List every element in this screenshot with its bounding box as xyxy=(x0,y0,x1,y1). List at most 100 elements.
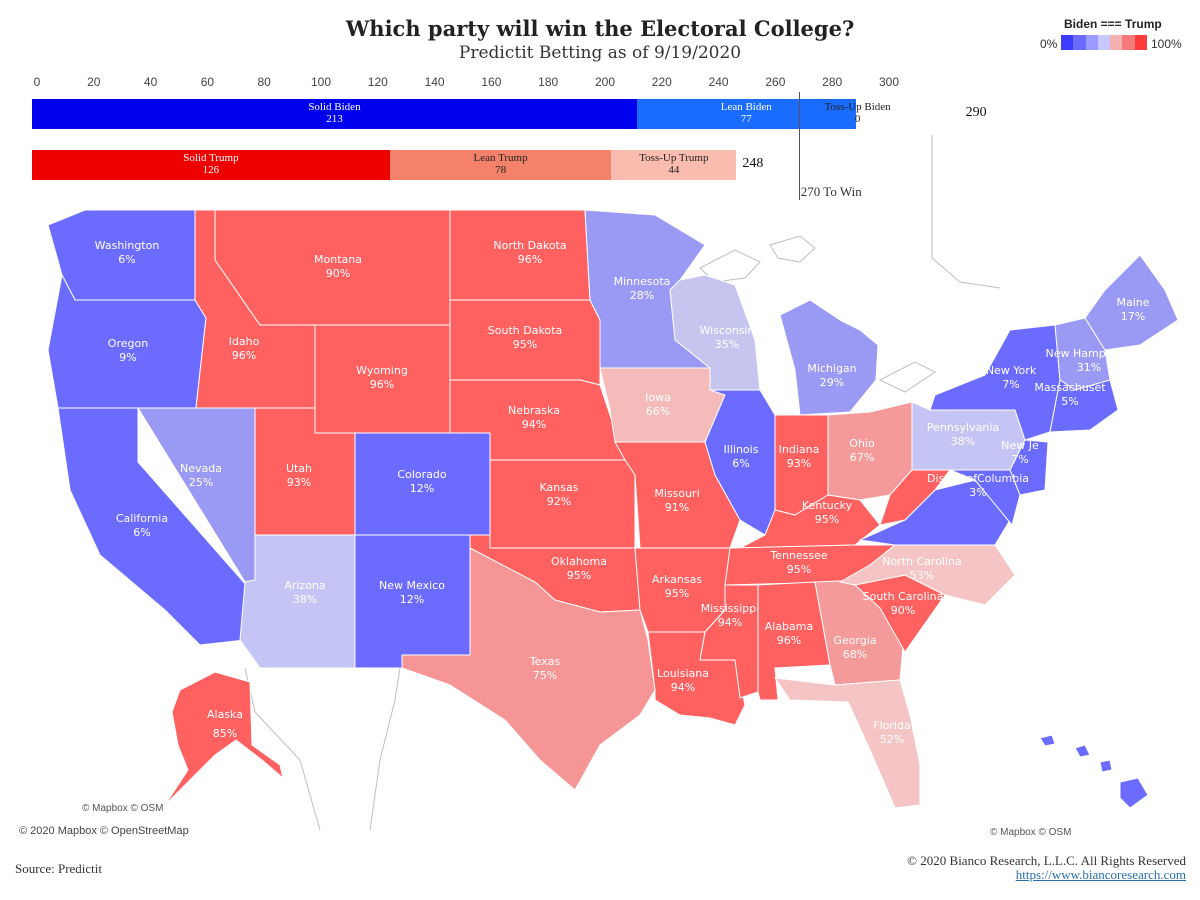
bar-lean-trump: Lean Trump 78 xyxy=(389,150,612,180)
state-maryland-delaware[interactable] xyxy=(949,469,1021,526)
state-pct-label: 85% xyxy=(213,727,237,740)
legend-swatch xyxy=(1061,35,1074,50)
state-name-label: North Carolina xyxy=(882,555,962,568)
state-name-label: Pennsylvania xyxy=(927,421,999,434)
legend-min-label: 0% xyxy=(1040,37,1058,51)
bar-solid-biden: Solid Biden 213 xyxy=(32,99,637,129)
state-pct-label: 95% xyxy=(815,513,839,526)
state-pct-label: 12% xyxy=(400,593,424,606)
state-pct-label: 75% xyxy=(533,669,557,682)
state-name-label: New Mexico xyxy=(379,579,445,592)
axis-tick-label: 240 xyxy=(708,75,729,89)
map-copyright-left: © 2020 Mapbox © OpenStreetMap xyxy=(19,825,189,837)
chart-subtitle: Predictit Betting as of 9/19/2020 xyxy=(458,43,742,63)
state-pct-label: 96% xyxy=(232,349,256,362)
axis-tick-label: 80 xyxy=(257,75,271,89)
state-name-label: Arkansas xyxy=(652,573,702,586)
state-pct-label: 68% xyxy=(843,648,867,661)
state-maine[interactable] xyxy=(1084,254,1179,351)
state-pct-label: 53% xyxy=(910,569,934,582)
chart-title: Which party will win the Electoral Colle… xyxy=(345,16,855,41)
state-name-label: Wyoming xyxy=(356,364,408,377)
state-name-label: Mississippi xyxy=(701,602,760,615)
win-threshold-label: 270 To Win xyxy=(800,184,862,199)
axis-tick-label: 300 xyxy=(878,75,900,89)
state-pct-label: 96% xyxy=(370,378,394,391)
website-link[interactable]: https://www.biancoresearch.com xyxy=(1015,867,1186,882)
map-copyright-right: © Mapbox © OSM xyxy=(990,827,1072,838)
state-name-label: Iowa xyxy=(645,391,671,404)
state-name-label: Louisiana xyxy=(657,667,709,680)
state-pct-label: 28% xyxy=(630,289,654,302)
state-pct-label: 95% xyxy=(513,338,537,351)
state-pct-label: 12% xyxy=(410,482,434,495)
state-name-label: Georgia xyxy=(833,634,876,647)
state-name-label: New Je xyxy=(1001,439,1039,452)
win-threshold-line xyxy=(798,92,800,200)
legend-swatch xyxy=(1097,35,1111,50)
state-massachusetts[interactable] xyxy=(1049,379,1119,433)
state-pct-label: 35% xyxy=(715,338,739,351)
axis-tick-label: 60 xyxy=(200,75,215,89)
state-name-label: Michigan xyxy=(807,362,856,375)
bar-segment-value: 44 xyxy=(668,164,680,176)
axis-tick-label: 280 xyxy=(822,75,843,89)
state-north-carolina[interactable] xyxy=(839,544,1016,606)
state-michigan[interactable] xyxy=(779,299,879,416)
state-name-label: South Carolina xyxy=(863,590,944,603)
state-pct-label: 7% xyxy=(1011,453,1028,466)
bar-segment-value: 78 xyxy=(495,164,507,176)
legend-swatch xyxy=(1110,35,1123,50)
state-name-label: Montana xyxy=(314,253,362,266)
bar-segment-name: Lean Trump xyxy=(473,152,528,164)
bar-toss-up-biden: Toss-Up Biden 0 xyxy=(808,99,908,129)
state-kansas[interactable] xyxy=(489,459,636,549)
state-new-jersey[interactable] xyxy=(1009,439,1049,496)
bar-segment-name: Solid Biden xyxy=(308,101,361,113)
axis-tick-label: 20 xyxy=(87,75,101,89)
state-pct-label: 31% xyxy=(1077,361,1101,374)
state-name-label: South Dakota xyxy=(488,324,562,337)
state-name-label: Washington xyxy=(95,239,160,252)
bar-segment-name: Toss-Up Trump xyxy=(639,152,709,164)
axis-tick-label: 120 xyxy=(367,75,388,89)
state-name-label: Alaska xyxy=(207,708,243,721)
bar-segment-value: 77 xyxy=(740,113,752,125)
state-alaska[interactable] xyxy=(164,671,284,806)
state-name-label: Kansas xyxy=(540,481,579,494)
bar-segment-name: Toss-Up Biden xyxy=(824,101,891,113)
state-pct-label: 94% xyxy=(522,418,546,431)
state-pct-label: 6% xyxy=(118,253,135,266)
state-wisconsin[interactable] xyxy=(669,274,761,391)
state-illinois[interactable] xyxy=(704,389,776,536)
state-california[interactable] xyxy=(57,407,256,646)
state-name-label: Indiana xyxy=(779,443,820,456)
state-pct-label: 95% xyxy=(567,569,591,582)
bar-toss-up-trump: Toss-Up Trump 44 xyxy=(611,150,737,180)
state-name-label: Florida xyxy=(873,719,910,732)
state-name-label: Kentucky xyxy=(802,499,853,512)
credits: © 2020 Bianco Research, L.L.C. All Right… xyxy=(907,854,1186,882)
bar-solid-trump: Solid Trump 126 xyxy=(32,150,390,180)
state-pct-label: 38% xyxy=(293,593,317,606)
state-pct-label: 90% xyxy=(326,267,350,280)
state-pct-label: 5% xyxy=(1061,395,1078,408)
state-name-label: Minnesota xyxy=(614,275,671,288)
state-name-label: Nevada xyxy=(180,462,222,475)
state-pct-label: 52% xyxy=(880,733,904,746)
state-florida[interactable] xyxy=(774,677,921,809)
state-name-label: DistrictofColumbia xyxy=(927,472,1029,485)
biden-total: 290 xyxy=(965,105,987,120)
state-texas[interactable] xyxy=(401,547,656,791)
state-name-label: California xyxy=(116,512,168,525)
background-land xyxy=(244,135,1001,831)
state-hawaii[interactable] xyxy=(1039,734,1149,809)
state-pct-label: 92% xyxy=(547,495,571,508)
state-pct-label: 7% xyxy=(1002,378,1019,391)
state-name-label: Ohio xyxy=(849,437,875,450)
axis-tick-label: 160 xyxy=(481,75,502,89)
state-pct-label: 96% xyxy=(518,253,542,266)
map-copyright-small: © Mapbox © OSM xyxy=(82,803,164,814)
state-name-label: Wisconsin xyxy=(700,324,755,337)
